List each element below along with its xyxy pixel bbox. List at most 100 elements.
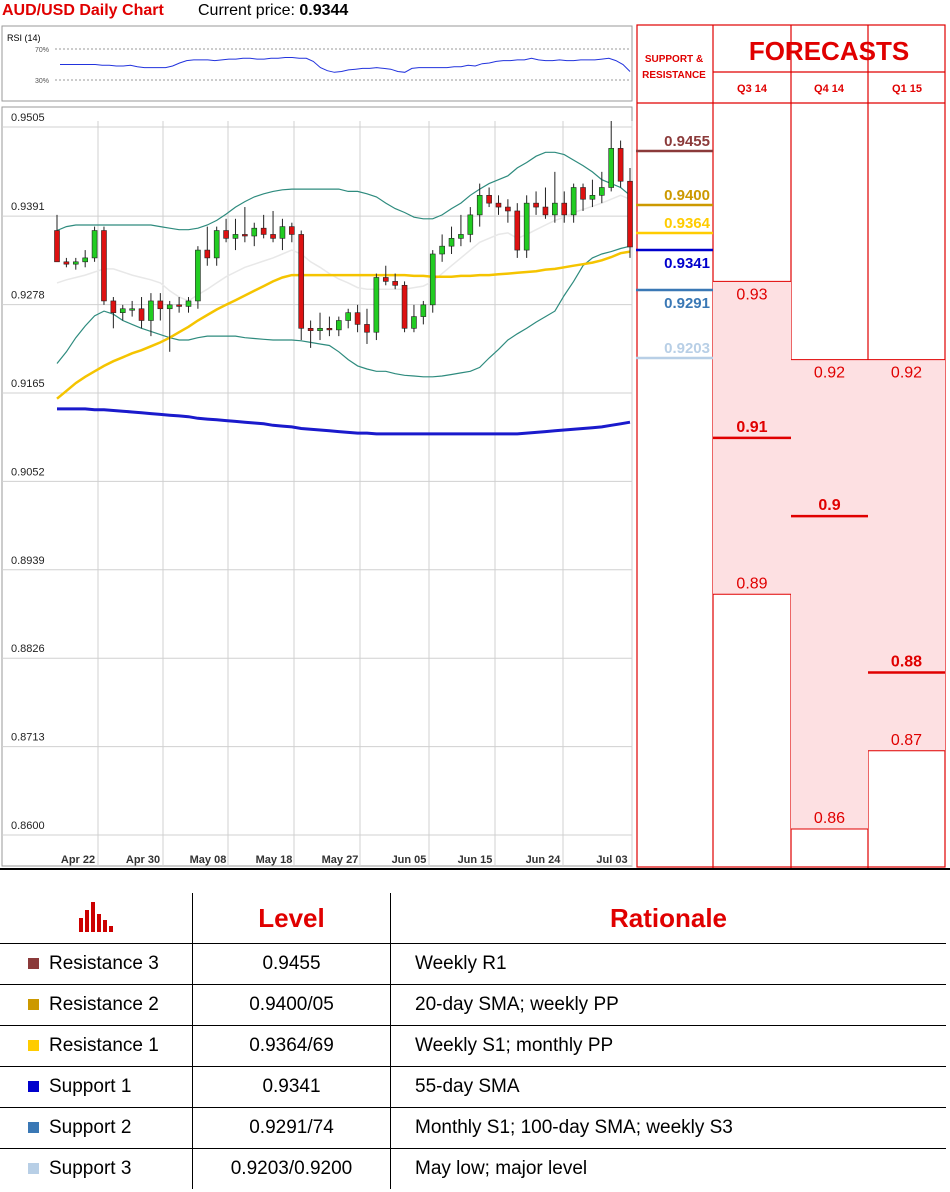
candle-body [608, 148, 615, 188]
candle [223, 218, 229, 243]
candle-body [411, 316, 417, 329]
forecast-range-fill [791, 359, 868, 829]
level-name-cell: Resistance 2 [0, 984, 193, 1026]
level-value: 0.9364/69 [192, 1025, 391, 1067]
candle-body [542, 206, 549, 216]
x-tick-label: Jun 15 [458, 854, 493, 866]
bollinger-upper-line [56, 151, 631, 232]
candle [505, 199, 511, 223]
y-tick-label: 0.9505 [11, 112, 45, 124]
candle [185, 297, 192, 313]
legend-swatch [28, 1040, 39, 1052]
candle [298, 230, 305, 341]
forecast-mid-value: 0.88 [891, 654, 922, 671]
x-tick-label: Jun 24 [526, 854, 562, 866]
level-name: Support 2 [49, 1117, 132, 1138]
x-tick-label: May 27 [322, 854, 359, 866]
candle-body [505, 206, 511, 212]
candle-body [458, 234, 464, 239]
candle [570, 183, 577, 223]
rsi-line [60, 57, 631, 73]
candle [599, 171, 605, 204]
candle [129, 300, 135, 317]
candle-body [63, 261, 70, 265]
sma200-line [57, 407, 631, 436]
legend-swatch [28, 1081, 39, 1093]
level-value: 0.9455 [192, 943, 391, 985]
candle-body [298, 234, 305, 329]
table-row: Support 3 0.9203/0.9200 May low; major lev… [0, 1148, 946, 1189]
quarter-label: Q1 15 [892, 83, 922, 95]
forecast-high-value: 0.93 [736, 286, 767, 303]
sr-level: 0.9364 [636, 215, 713, 235]
y-tick-label: 0.8713 [11, 732, 45, 744]
x-tick-label: Apr 30 [126, 854, 160, 866]
candle-body [195, 249, 201, 302]
candle [166, 300, 173, 352]
x-tick-label: Apr 22 [61, 854, 95, 866]
level-value: 0.9400/05 [192, 984, 391, 1026]
candle-body [336, 320, 342, 331]
candle-body [91, 230, 98, 259]
legend-swatch [28, 1163, 39, 1175]
candle-body [223, 230, 229, 239]
candle-body [392, 281, 398, 286]
candle-body [242, 234, 248, 237]
candle [138, 297, 145, 329]
forecast-range-fill [868, 359, 945, 751]
x-tick-label: Jul 03 [596, 854, 627, 866]
y-tick-label: 0.8939 [11, 555, 45, 567]
candle-body [307, 328, 314, 331]
candle-body [373, 277, 380, 333]
candle [260, 214, 267, 239]
candle-body [260, 227, 267, 235]
candle-body [251, 227, 258, 237]
candle-body [289, 226, 295, 235]
forecast-range: 0.93 0.91 0.89 [713, 280, 791, 595]
table-row: Resistance 3 0.9455 Weekly R1 [0, 943, 946, 985]
y-tick-label: 0.8600 [11, 820, 45, 832]
level-rationale: 20-day SMA; weekly PP [390, 984, 946, 1026]
forecast-panel: SUPPORT & RESISTANCE FORECASTS Q3 14 Q4 14 Q1… [636, 24, 946, 868]
legend-swatch [28, 958, 39, 970]
candle-body [110, 300, 117, 313]
candle-body [486, 195, 492, 204]
candle [608, 121, 615, 192]
bollinger-lower-line [56, 245, 631, 378]
sma20-line [56, 194, 631, 302]
candle [354, 304, 361, 333]
x-tick-label: Jun 05 [392, 854, 427, 866]
sr-level-value: 0.9341 [664, 255, 710, 272]
candle-body [533, 202, 539, 208]
candle-body [570, 187, 577, 216]
candle [317, 312, 323, 341]
candle [429, 250, 436, 313]
candle [63, 257, 70, 268]
candle-body [129, 308, 135, 311]
candle [533, 191, 539, 215]
price-frame [1, 106, 633, 867]
candle-body [204, 249, 211, 259]
level-name: Support 3 [49, 1158, 132, 1179]
y-tick-label: 0.8826 [11, 643, 45, 655]
candle-body [617, 148, 624, 182]
quarter-label: Q3 14 [737, 83, 768, 95]
candle-body [148, 300, 154, 321]
candle-body [514, 210, 521, 251]
candle-body [345, 312, 351, 321]
candle-body [354, 312, 361, 325]
y-tick-label: 0.9052 [11, 466, 45, 478]
sr-level-value: 0.9364 [664, 215, 711, 232]
candle [627, 167, 633, 258]
candle [148, 293, 154, 337]
candle [552, 171, 558, 223]
candle [542, 187, 549, 219]
candle [176, 297, 182, 313]
chart-title: AUD/USD Daily Chart [2, 2, 164, 19]
candle [467, 207, 474, 243]
forecast-low-value: 0.87 [891, 732, 922, 749]
sr-level-value: 0.9291 [664, 295, 710, 312]
candle [204, 226, 211, 266]
candle [448, 226, 455, 254]
y-tick-label: 0.9391 [11, 201, 45, 213]
